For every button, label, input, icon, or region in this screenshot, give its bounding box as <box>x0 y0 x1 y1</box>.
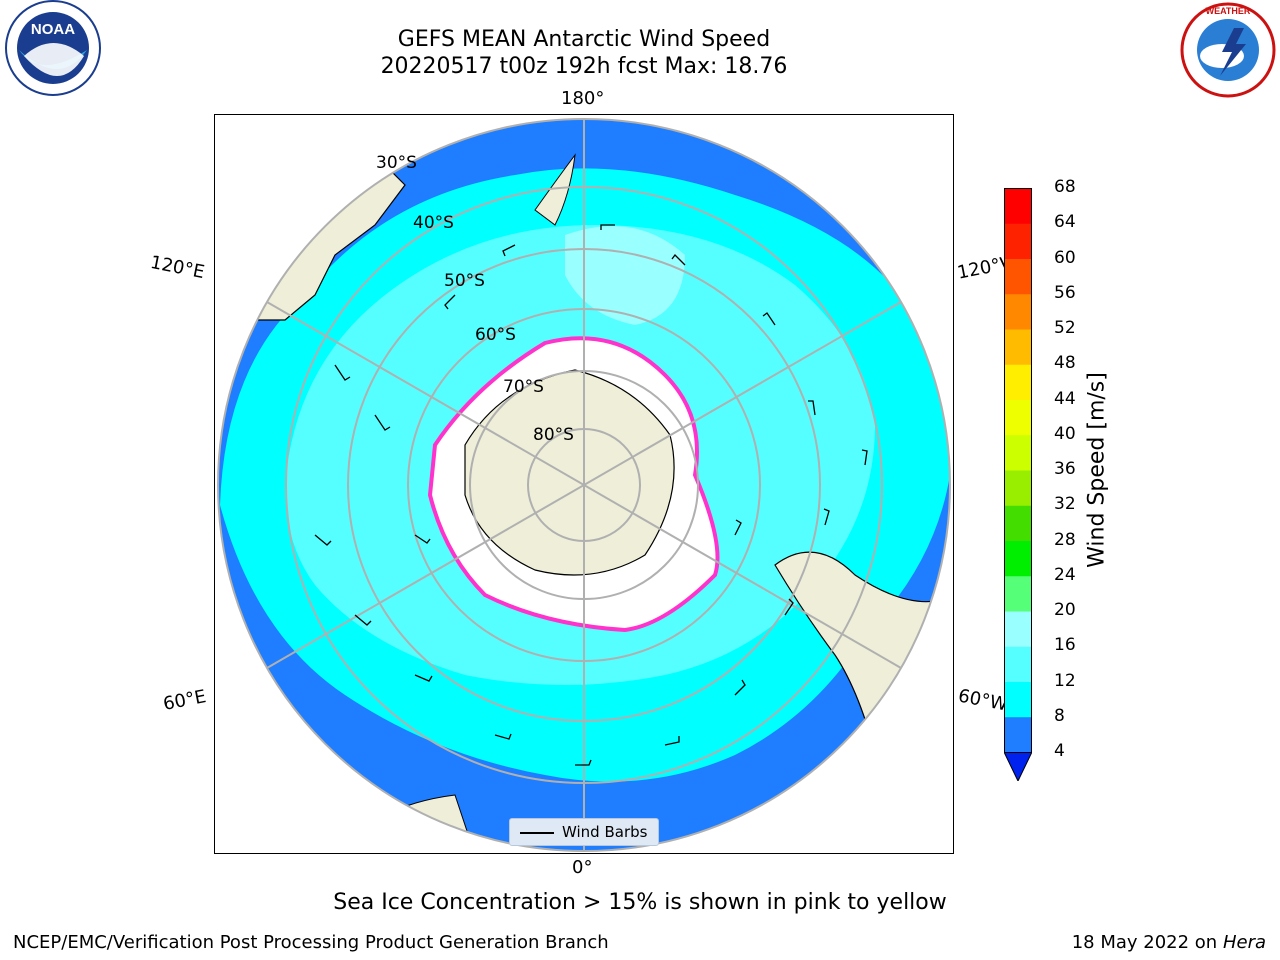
svg-text:WEATHER: WEATHER <box>1206 6 1251 16</box>
noaa-logo: NOAA <box>5 0 101 96</box>
colorbar-segment <box>1004 329 1032 365</box>
land-madagascar <box>218 754 306 851</box>
colorbar-tick-label: 44 <box>1054 388 1076 409</box>
meridians <box>266 119 902 851</box>
polar-map <box>217 118 951 852</box>
colorbar-segment <box>1004 293 1032 330</box>
lat-label-30s: 30°S <box>376 153 417 173</box>
colorbar-tick-label: 68 <box>1054 177 1076 197</box>
colorbar-tick-label: 16 <box>1054 635 1076 656</box>
lon-label-0: 0° <box>572 857 593 878</box>
colorbar-segment <box>1004 505 1032 541</box>
colorbar-tick-label: 52 <box>1054 318 1076 338</box>
colorbar-segment <box>1004 611 1032 647</box>
colorbar-tick-label: 36 <box>1054 459 1076 479</box>
lon-label-60w: 60°W <box>956 685 1010 716</box>
colorbar-tick-label: 56 <box>1054 282 1076 303</box>
wind-barbs <box>314 224 868 766</box>
colorbar-tick-label: 64 <box>1054 212 1076 233</box>
footer-date-text: 18 May 2022 on <box>1071 932 1218 953</box>
svg-text:NOAA: NOAA <box>31 21 75 38</box>
colorbar-tick-label: 28 <box>1054 529 1076 550</box>
colorbar-segment <box>1004 540 1032 577</box>
map-subtitle: 20220517 t00z 192h fcst Max: 18.76 <box>380 54 788 79</box>
colorbar-tick-label: 12 <box>1054 670 1076 691</box>
legend-line-icon <box>520 832 554 834</box>
footer-machine: Hera <box>1222 932 1266 953</box>
lat-label-80s: 80°S <box>533 425 574 445</box>
lon-label-120e: 120°E <box>148 251 207 284</box>
caption: Sea Ice Concentration > 15% is shown in … <box>333 890 947 915</box>
colorbar-tick-label: 60 <box>1054 247 1076 268</box>
colorbar-frame <box>1004 188 1032 753</box>
colorbar <box>1004 188 1032 781</box>
colorbar-extension <box>1004 751 1032 781</box>
colorbar-segment <box>1004 575 1032 612</box>
colorbar-segment <box>1004 716 1032 753</box>
colorbar-segment <box>1004 470 1032 506</box>
colorbar-segment <box>1004 434 1032 471</box>
colorbar-tick-label: 24 <box>1054 564 1076 585</box>
map-title: GEFS MEAN Antarctic Wind Speed <box>397 27 771 52</box>
nws-logo: WEATHER <box>1180 2 1276 98</box>
map-panel: 30°S 40°S 50°S 60°S 70°S 80°S <box>214 114 954 854</box>
lat-label-40s: 40°S <box>413 213 454 233</box>
colorbar-segment <box>1004 258 1032 295</box>
wind-band-16-20 <box>565 226 685 325</box>
legend-label: Wind Barbs <box>562 823 648 841</box>
colorbar-label: Wind Speed [m/s] <box>1084 372 1110 568</box>
colorbar-tick-label: 40 <box>1054 423 1076 444</box>
lat-label-50s: 50°S <box>444 271 485 291</box>
colorbar-segment <box>1004 223 1032 259</box>
colorbar-tick-label: 20 <box>1054 600 1076 620</box>
colorbar-tick-label: 8 <box>1054 705 1065 726</box>
colorbar-segment <box>1004 364 1032 400</box>
lat-label-60s: 60°S <box>475 325 516 345</box>
colorbar-tick-label: 4 <box>1054 741 1065 761</box>
colorbar-segment <box>1004 646 1032 682</box>
map-legend: Wind Barbs <box>509 818 659 846</box>
colorbar-segment <box>1004 399 1032 436</box>
lon-label-180: 180° <box>561 88 605 109</box>
colorbar-segment <box>1004 681 1032 718</box>
lon-label-60e: 60°E <box>161 686 208 715</box>
lat-label-70s: 70°S <box>503 377 544 397</box>
footer-date: 18 May 2022 on Hera <box>1072 932 1266 953</box>
footer-credit: NCEP/EMC/Verification Post Processing Pr… <box>13 932 609 953</box>
colorbar-tick-label: 48 <box>1054 353 1076 374</box>
colorbar-tick-label: 32 <box>1054 494 1076 515</box>
colorbar-segment <box>1004 188 1032 224</box>
